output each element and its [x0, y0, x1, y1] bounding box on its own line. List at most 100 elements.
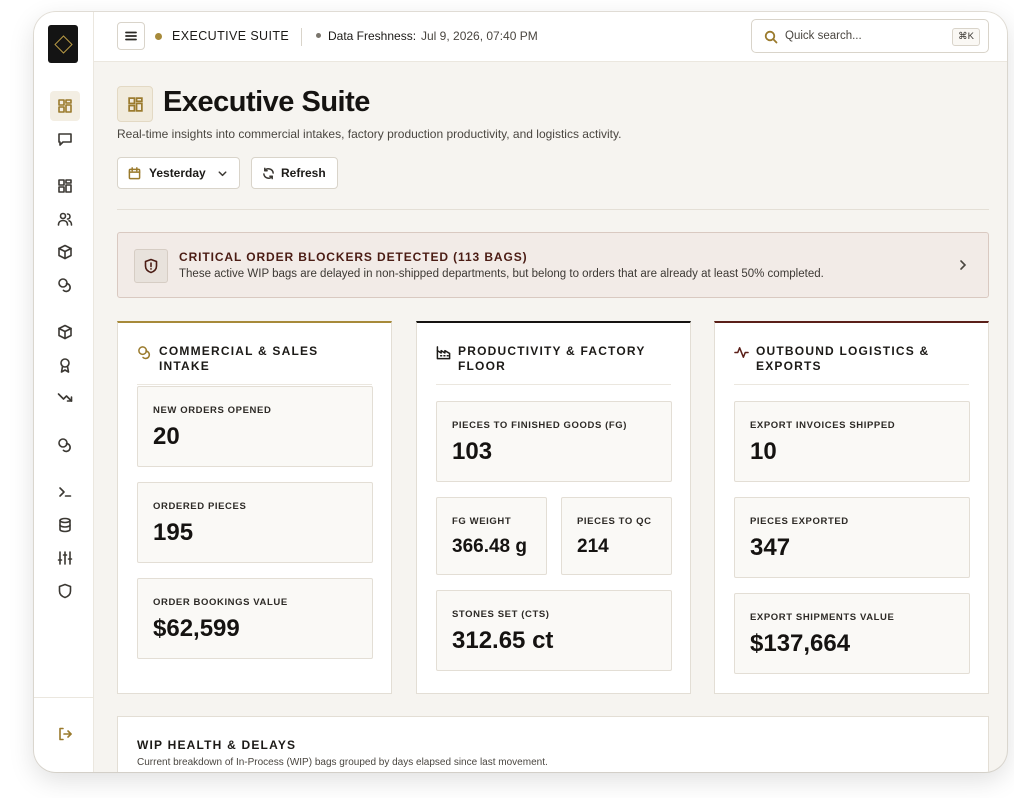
card-title: OUTBOUND LOGISTICS & EXPORTS: [756, 344, 929, 374]
card-title-line1: OUTBOUND LOGISTICS &: [756, 344, 930, 358]
page-title: Executive Suite: [163, 86, 370, 118]
metric-order-bookings-value[interactable]: ORDER BOOKINGS VALUE $62,599: [137, 578, 373, 659]
card-header: OUTBOUND LOGISTICS & EXPORTS: [734, 343, 969, 385]
metric-label: STONES SET (CTS): [452, 609, 550, 620]
metric-pieces-to-qc[interactable]: PIECES TO QC 214: [561, 497, 672, 575]
section-subtitle: Current breakdown of In-Process (WIP) ba…: [137, 757, 548, 768]
dashboard-icon: [58, 99, 72, 113]
page-subtitle: Real-time insights into commercial intak…: [117, 127, 622, 141]
metric-value: 195: [153, 519, 194, 546]
sidebar-item-costing[interactable]: [50, 430, 80, 460]
grid-icon: [58, 179, 72, 193]
alert-badge: [134, 249, 168, 283]
metric-value: 10: [750, 438, 777, 465]
sidebar-item-users[interactable]: [50, 204, 80, 234]
quick-search-input[interactable]: Quick search... ⌘K: [751, 19, 989, 53]
metric-pieces-exported[interactable]: PIECES EXPORTED 347: [734, 497, 970, 578]
card-header: PRODUCTIVITY & FACTORY FLOOR: [436, 343, 671, 385]
metric-value: 312.65 ct: [452, 627, 554, 654]
hamburger-icon: [125, 31, 137, 41]
menu-toggle-button[interactable]: [117, 22, 145, 50]
metric-label: ORDERED PIECES: [153, 501, 247, 512]
sidebar-item-database[interactable]: [50, 510, 80, 540]
metric-stones-set[interactable]: STONES SET (CTS) 312.65 ct: [436, 590, 672, 671]
metric-value: $137,664: [750, 630, 851, 657]
section-title: WIP HEALTH & DELAYS: [137, 738, 297, 752]
suite-title: EXECUTIVE SUITE: [172, 29, 290, 43]
metric-label: ORDER BOOKINGS VALUE: [153, 597, 288, 608]
main-content: Executive Suite Real-time insights into …: [94, 62, 1007, 772]
metric-label: NEW ORDERS OPENED: [153, 405, 272, 416]
metric-label: PIECES TO QC: [577, 516, 652, 527]
shield-alert-icon: [144, 258, 158, 274]
metric-label: PIECES EXPORTED: [750, 516, 849, 527]
metric-value: 20: [153, 423, 180, 450]
search-icon: [764, 30, 778, 44]
metric-value: 103: [452, 438, 493, 465]
freshness-dot: [316, 33, 321, 38]
sidebar-item-settings[interactable]: [50, 543, 80, 573]
metric-label: EXPORT INVOICES SHIPPED: [750, 420, 896, 431]
card-header: COMMERCIAL & SALES INTAKE: [137, 343, 372, 385]
header-divider: [117, 209, 989, 210]
card-title: COMMERCIAL & SALES INTAKE: [159, 344, 319, 373]
topbar-divider: [301, 28, 302, 46]
sidebar: [34, 12, 94, 772]
dashboard-icon: [127, 96, 143, 112]
logout-icon: [59, 727, 72, 741]
outbound-logistics-card: OUTBOUND LOGISTICS & EXPORTS EXPORT INVOI…: [714, 321, 989, 694]
sidebar-item-trends[interactable]: [50, 383, 80, 413]
box-icon: [58, 244, 72, 260]
sidebar-item-finance[interactable]: [50, 270, 80, 300]
alert-expand[interactable]: [956, 258, 970, 277]
sidebar-item-inventory[interactable]: [50, 237, 80, 267]
freshness-label: Data Freshness:: [328, 29, 417, 43]
message-icon: [58, 133, 72, 146]
metric-ordered-pieces[interactable]: ORDERED PIECES 195: [137, 482, 373, 563]
award-icon: [60, 358, 70, 373]
metric-label: FG WEIGHT: [452, 516, 512, 527]
sidebar-item-packages[interactable]: [50, 317, 80, 347]
freshness-value: Jul 9, 2026, 07:40 PM: [421, 29, 538, 43]
card-title: PRODUCTIVITY & FACTORY FLOOR: [458, 344, 646, 374]
coins-icon: [138, 346, 150, 360]
topbar: EXECUTIVE SUITE Data Freshness: Jul 9, 2…: [94, 12, 1007, 62]
critical-blockers-alert[interactable]: CRITICAL ORDER BLOCKERS DETECTED (113 BA…: [117, 232, 989, 298]
metric-label: PIECES TO FINISHED GOODS (FG): [452, 420, 628, 431]
metric-export-shipments-value[interactable]: EXPORT SHIPMENTS VALUE $137,664: [734, 593, 970, 674]
logout-button[interactable]: [50, 719, 80, 749]
sidebar-item-console[interactable]: [50, 477, 80, 507]
metric-new-orders[interactable]: NEW ORDERS OPENED 20: [137, 386, 373, 467]
sidebar-item-quality[interactable]: [50, 350, 80, 380]
coins-icon: [58, 438, 71, 453]
date-filter-dropdown[interactable]: Yesterday: [117, 157, 240, 189]
commercial-sales-card: COMMERCIAL & SALES INTAKE NEW ORDERS OPE…: [117, 321, 392, 694]
sidebar-item-dashboard[interactable]: [50, 91, 80, 121]
sidebar-item-security[interactable]: [50, 576, 80, 606]
productivity-factory-card: PRODUCTIVITY & FACTORY FLOOR PIECES TO FI…: [416, 321, 691, 694]
metric-label: EXPORT SHIPMENTS VALUE: [750, 612, 895, 623]
database-icon: [59, 517, 71, 533]
card-title-line2: EXPORTS: [756, 359, 822, 373]
metric-export-invoices[interactable]: EXPORT INVOICES SHIPPED 10: [734, 401, 970, 482]
search-placeholder: Quick search...: [785, 30, 862, 42]
metric-fg-weight[interactable]: FG WEIGHT 366.48 g: [436, 497, 547, 575]
terminal-icon: [59, 487, 72, 497]
sidebar-divider: [34, 697, 94, 698]
sidebar-item-messages[interactable]: [50, 124, 80, 154]
coins-icon: [58, 278, 71, 293]
chevron-down-icon: [218, 170, 227, 176]
status-dot: [155, 33, 162, 40]
sidebar-item-overview[interactable]: [50, 171, 80, 201]
sliders-icon: [57, 551, 73, 565]
refresh-button[interactable]: Refresh: [251, 157, 338, 189]
brand-logo[interactable]: [48, 25, 78, 63]
alert-title: CRITICAL ORDER BLOCKERS DETECTED (113 BA…: [179, 250, 528, 264]
metric-value: $62,599: [153, 615, 240, 642]
app-window: EXECUTIVE SUITE Data Freshness: Jul 9, 2…: [34, 12, 1007, 772]
users-icon: [57, 212, 73, 226]
metric-pieces-to-fg[interactable]: PIECES TO FINISHED GOODS (FG) 103: [436, 401, 672, 482]
refresh-label: Refresh: [281, 166, 326, 180]
card-title-line1: PRODUCTIVITY & FACTORY: [458, 344, 646, 358]
trending-down-icon: [57, 393, 73, 402]
